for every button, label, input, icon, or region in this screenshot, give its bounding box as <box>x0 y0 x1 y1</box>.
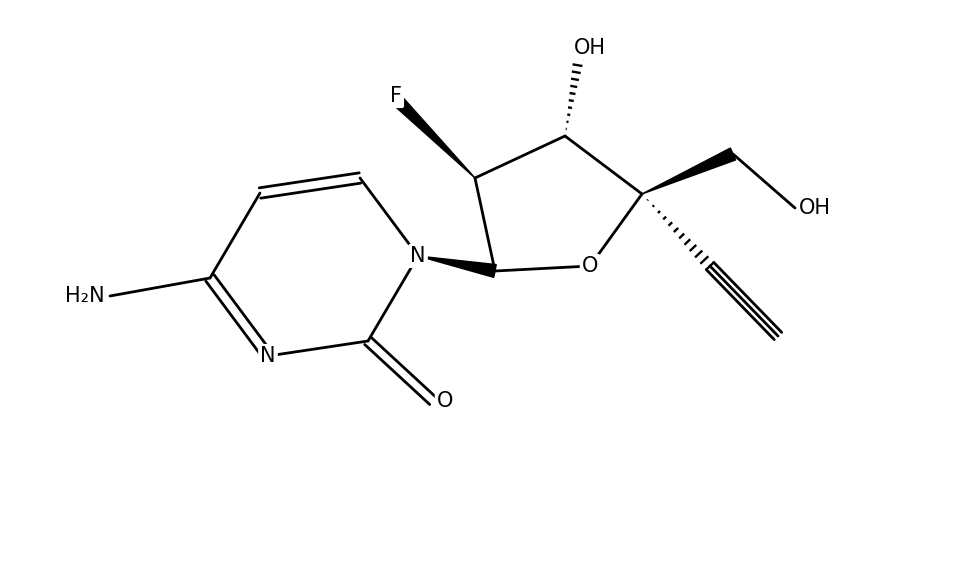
Text: OH: OH <box>799 198 831 218</box>
Text: N: N <box>410 246 426 266</box>
Polygon shape <box>394 97 475 178</box>
Text: N: N <box>260 346 276 366</box>
Text: O: O <box>436 391 453 411</box>
Polygon shape <box>642 148 736 194</box>
Text: O: O <box>582 256 598 276</box>
Polygon shape <box>418 256 497 278</box>
Text: F: F <box>390 86 402 106</box>
Text: OH: OH <box>574 38 606 58</box>
Text: H₂N: H₂N <box>65 286 105 306</box>
